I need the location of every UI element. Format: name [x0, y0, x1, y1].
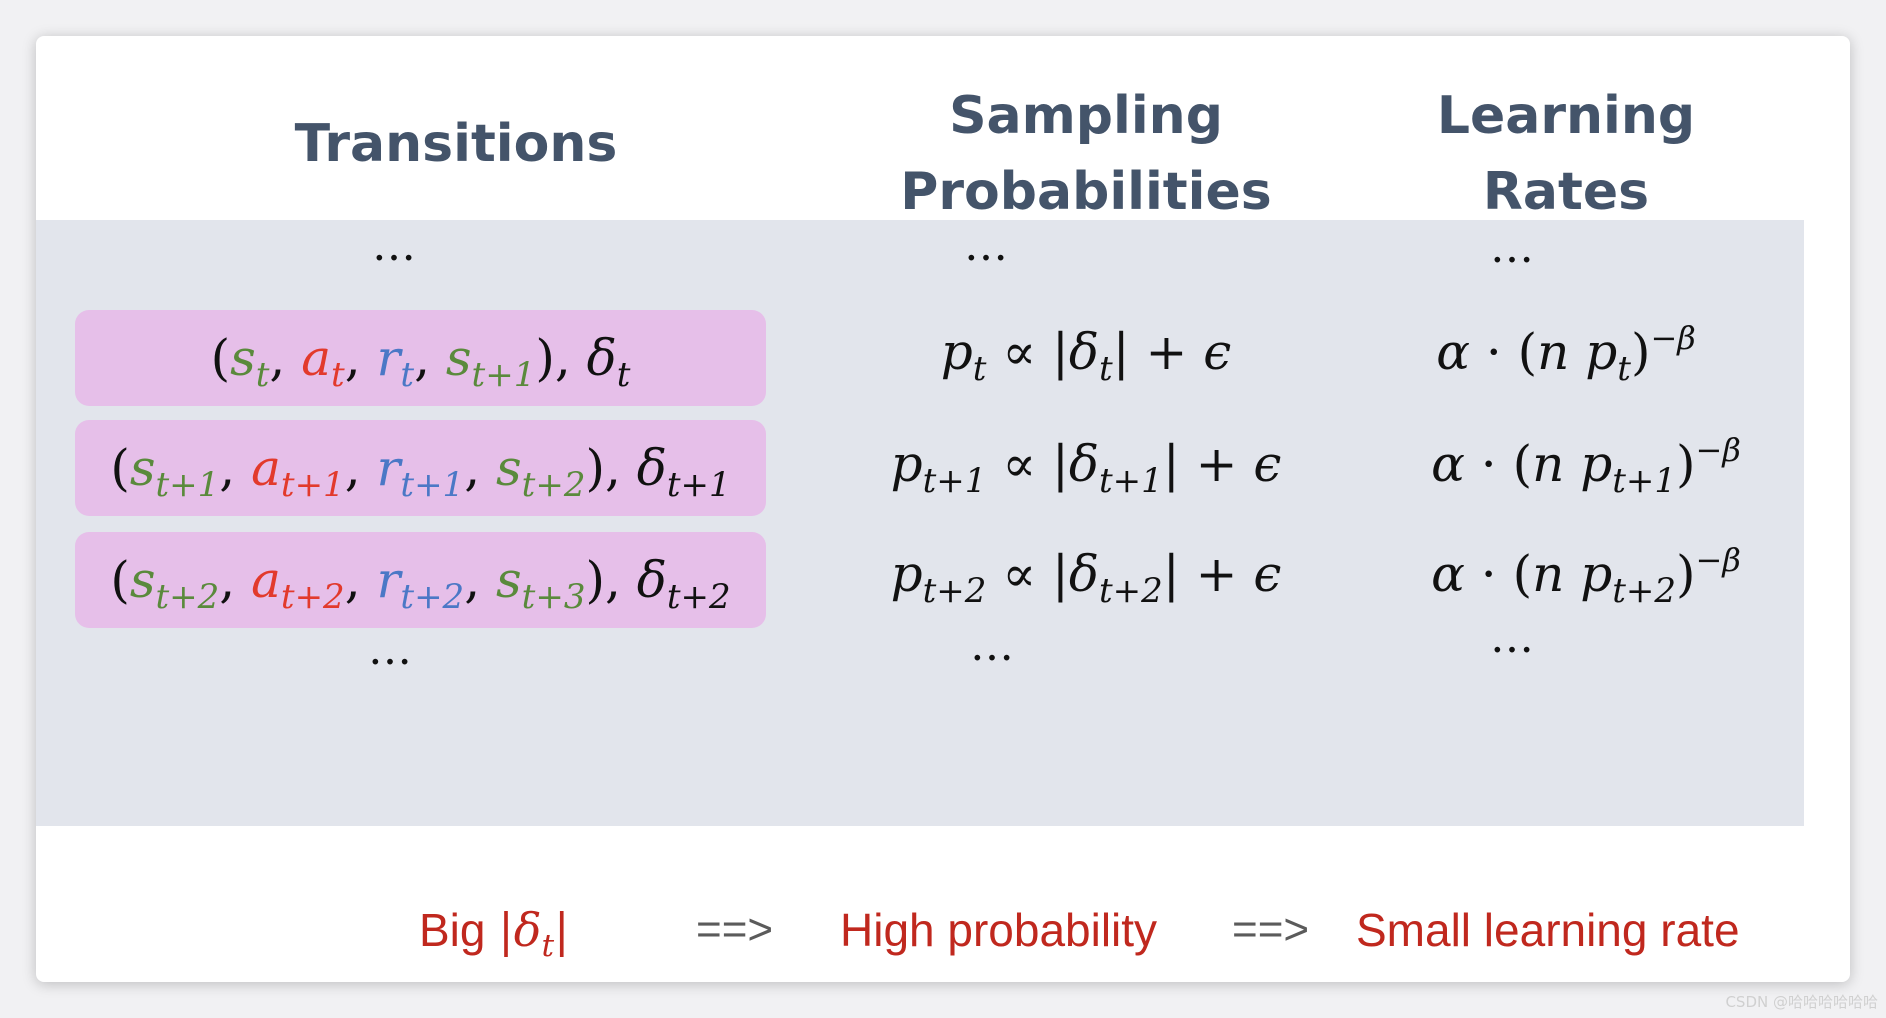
ellipsis-top-learning: … [1490, 222, 1538, 273]
transition-box: (st, at, rt, st+1), δt [75, 310, 766, 406]
ellipsis-bottom-learning: … [1490, 612, 1538, 663]
sampling-probability-formula: pt+1 ∝ |δt+1| + ϵ [890, 435, 1282, 501]
watermark: CSDN @哈哈哈哈哈哈 [1725, 993, 1878, 1011]
ellipsis-bottom-transitions: … [368, 624, 416, 675]
footer-high-probability: High probability [840, 904, 1158, 956]
footer-big-delta: Big |δt| [419, 903, 570, 964]
header-learning-rates: Learning Rates [1436, 86, 1696, 222]
transition-box: (st+2, at+2, rt+2, st+3), δt+2 [75, 532, 766, 628]
ellipsis-top-transitions: … [372, 220, 420, 271]
slide: Transitions Sampling Probabilities Learn… [36, 36, 1850, 982]
header-sampling-probabilities: Sampling Probabilities [900, 86, 1272, 222]
header-transitions: Transitions [294, 114, 618, 174]
learning-rate-formula: α · (n pt+1)−β [1431, 431, 1741, 501]
transition-tuple: (st+1, at+1, rt+1, st+2), δt+1 [110, 439, 731, 505]
ellipsis-bottom-sampling: … [970, 620, 1018, 671]
transition-box: (st+1, at+1, rt+1, st+2), δt+1 [75, 420, 766, 516]
transition-tuple: (st+2, at+2, rt+2, st+3), δt+2 [110, 551, 731, 617]
learning-rate-formula: α · (n pt+2)−β [1431, 541, 1741, 611]
learning-rate-formula: α · (n pt)−β [1436, 319, 1696, 389]
footer-arrow-2: ==> [1232, 905, 1310, 954]
sampling-probability-formula: pt+2 ∝ |δt+2| + ϵ [890, 545, 1282, 611]
footer-small-learning-rate: Small learning rate [1356, 904, 1740, 956]
transition-tuple: (st, at, rt, st+1), δt [210, 329, 631, 395]
footer-arrow-1: ==> [696, 905, 774, 954]
sampling-probability-formula: pt ∝ |δt| + ϵ [940, 323, 1232, 389]
ellipsis-top-sampling: … [964, 220, 1012, 271]
table-band: … … … (st, at, rt, st+1), δt pt ∝ |δt| +… [36, 220, 1804, 826]
